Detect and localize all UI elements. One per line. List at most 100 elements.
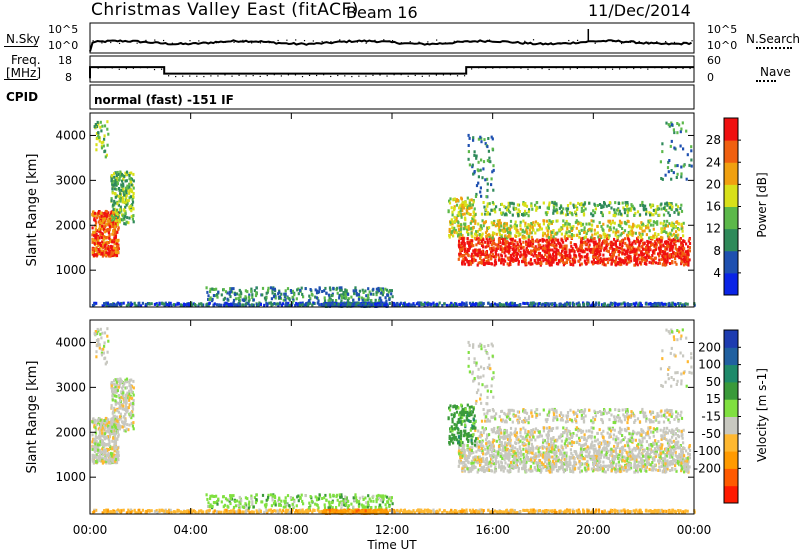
power-echo bbox=[600, 204, 603, 208]
power-echo bbox=[490, 247, 493, 250]
noise-search-dot bbox=[303, 39, 306, 42]
power-echo bbox=[286, 296, 289, 300]
power-echo bbox=[209, 290, 212, 294]
power-echo bbox=[545, 238, 548, 242]
power-echo bbox=[677, 228, 680, 232]
power-echo bbox=[114, 171, 117, 175]
power-echo bbox=[122, 208, 125, 212]
power-echo bbox=[668, 222, 671, 226]
power-echo bbox=[538, 254, 541, 258]
power-echo bbox=[449, 222, 452, 226]
power-echo bbox=[577, 222, 580, 226]
noise-search-dot bbox=[682, 41, 684, 44]
power-echo bbox=[542, 233, 545, 237]
power-echo bbox=[648, 229, 651, 233]
power-echo bbox=[582, 213, 586, 217]
power-echo bbox=[625, 222, 628, 226]
power-echo bbox=[340, 288, 343, 292]
power-echo bbox=[352, 289, 355, 293]
power-echo bbox=[470, 206, 473, 210]
power-echo bbox=[373, 302, 376, 306]
power-echo bbox=[590, 223, 593, 227]
power-echo bbox=[636, 239, 640, 243]
power-echo bbox=[403, 301, 406, 305]
power-echo bbox=[674, 235, 677, 239]
power-echo bbox=[667, 123, 670, 127]
power-echo bbox=[666, 258, 669, 262]
power-echo bbox=[470, 226, 473, 230]
power-echo bbox=[93, 211, 96, 215]
power-echo bbox=[100, 221, 103, 225]
power-echo bbox=[600, 225, 603, 228]
power-echo bbox=[117, 216, 120, 220]
power-echo bbox=[481, 242, 484, 245]
power-echo bbox=[110, 177, 113, 181]
power-echo bbox=[548, 254, 551, 258]
velocity-echo bbox=[93, 438, 96, 441]
power-echo bbox=[448, 227, 451, 231]
power-echo bbox=[343, 294, 346, 298]
power-echo bbox=[577, 220, 580, 224]
power-echo bbox=[459, 213, 462, 217]
power-echo bbox=[671, 260, 674, 264]
nave-dot bbox=[449, 74, 452, 76]
velocity-echo bbox=[114, 420, 118, 424]
power-echo bbox=[335, 299, 338, 302]
power-echo bbox=[498, 237, 501, 241]
power-echo bbox=[645, 258, 648, 262]
power-echo bbox=[620, 258, 623, 262]
power-echo bbox=[553, 258, 556, 262]
power-echo bbox=[562, 263, 565, 267]
power-echo bbox=[630, 259, 633, 263]
power-echo bbox=[596, 257, 599, 261]
velocity-echo bbox=[115, 401, 119, 405]
noise-search-dot bbox=[154, 39, 156, 41]
power-echo bbox=[653, 303, 656, 307]
velocity-echo bbox=[107, 438, 110, 442]
velocity-echo bbox=[94, 426, 97, 430]
velocity-echo bbox=[92, 454, 95, 458]
power-echo bbox=[612, 242, 615, 246]
power-echo bbox=[664, 224, 668, 228]
power-echo bbox=[668, 256, 671, 260]
power-echo bbox=[578, 229, 581, 233]
power-echo bbox=[474, 253, 477, 256]
power-echo bbox=[118, 187, 121, 190]
power-echo bbox=[327, 293, 331, 297]
power-echo bbox=[110, 174, 113, 177]
power-echo bbox=[118, 176, 121, 180]
power-echo bbox=[548, 219, 551, 223]
power-echo bbox=[461, 237, 464, 241]
power-echo bbox=[97, 241, 100, 245]
power-echo bbox=[402, 303, 405, 307]
power-echo bbox=[527, 241, 530, 245]
power-echo bbox=[589, 250, 592, 254]
power-echo bbox=[464, 204, 467, 207]
noise-search-dot bbox=[515, 42, 517, 44]
power-echo bbox=[96, 216, 99, 220]
power-echo bbox=[645, 226, 648, 230]
power-echo bbox=[388, 298, 391, 302]
power-echo bbox=[473, 153, 476, 157]
power-echo bbox=[674, 252, 677, 256]
power-echo bbox=[116, 223, 119, 227]
nave-dot bbox=[647, 68, 649, 70]
power-echo bbox=[575, 219, 578, 223]
power-echo bbox=[453, 230, 456, 234]
power-echo bbox=[327, 303, 330, 307]
power-echo bbox=[659, 302, 662, 306]
power-echo bbox=[133, 301, 136, 305]
power-echo bbox=[386, 288, 389, 292]
power-echo bbox=[166, 303, 169, 307]
power-echo bbox=[508, 231, 511, 234]
power-echo bbox=[542, 255, 545, 259]
power-echo bbox=[626, 214, 629, 218]
velocity-echo bbox=[114, 459, 117, 463]
power-echo bbox=[113, 175, 116, 179]
power-echo bbox=[517, 214, 520, 218]
power-echo bbox=[460, 244, 463, 247]
power-echo bbox=[661, 250, 664, 253]
velocity-echo bbox=[101, 461, 104, 465]
power-echo bbox=[652, 258, 655, 262]
power-echo bbox=[460, 241, 464, 245]
